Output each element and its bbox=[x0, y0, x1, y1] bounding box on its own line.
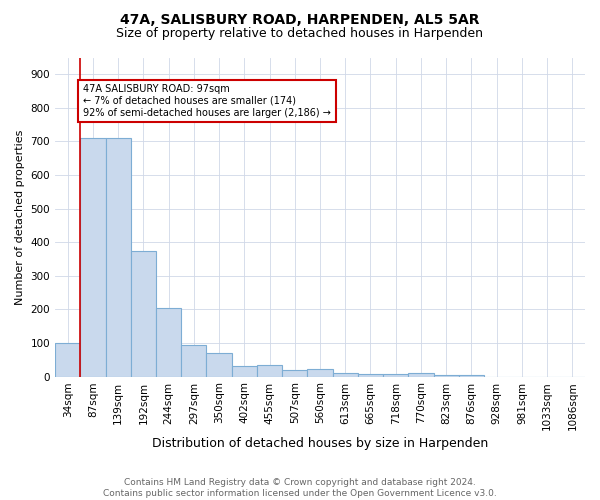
Bar bbox=[257, 366, 282, 376]
Bar bbox=[206, 353, 232, 376]
Bar bbox=[156, 308, 181, 376]
Bar bbox=[131, 250, 156, 376]
Bar bbox=[307, 369, 332, 376]
Bar bbox=[383, 374, 409, 376]
Bar bbox=[80, 138, 106, 376]
Bar bbox=[106, 138, 131, 376]
Bar bbox=[232, 366, 257, 376]
Bar bbox=[55, 343, 80, 376]
X-axis label: Distribution of detached houses by size in Harpenden: Distribution of detached houses by size … bbox=[152, 437, 488, 450]
Bar bbox=[181, 344, 206, 376]
Bar bbox=[332, 373, 358, 376]
Bar bbox=[282, 370, 307, 376]
Text: 47A, SALISBURY ROAD, HARPENDEN, AL5 5AR: 47A, SALISBURY ROAD, HARPENDEN, AL5 5AR bbox=[120, 12, 480, 26]
Bar bbox=[409, 373, 434, 376]
Text: Size of property relative to detached houses in Harpenden: Size of property relative to detached ho… bbox=[116, 28, 484, 40]
Bar bbox=[434, 375, 459, 376]
Bar bbox=[358, 374, 383, 376]
Text: Contains HM Land Registry data © Crown copyright and database right 2024.
Contai: Contains HM Land Registry data © Crown c… bbox=[103, 478, 497, 498]
Text: 47A SALISBURY ROAD: 97sqm
← 7% of detached houses are smaller (174)
92% of semi-: 47A SALISBURY ROAD: 97sqm ← 7% of detach… bbox=[83, 84, 331, 117]
Y-axis label: Number of detached properties: Number of detached properties bbox=[15, 130, 25, 304]
Bar bbox=[459, 375, 484, 376]
